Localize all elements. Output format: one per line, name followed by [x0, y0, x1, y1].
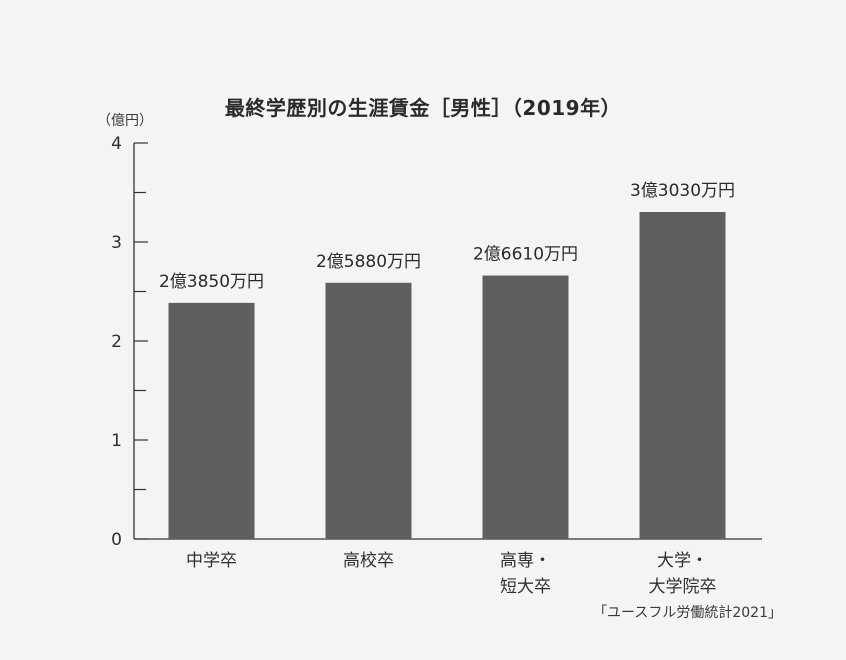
x-category-label: 大学院卒	[649, 577, 717, 597]
x-category-label: 高校卒	[343, 551, 394, 571]
y-tick-label: 3	[111, 233, 122, 253]
bar	[325, 282, 412, 539]
y-tick-label: 0	[111, 530, 122, 550]
source-citation: 「ユースフル労働統計2021」	[593, 605, 782, 621]
bar-data-label: 2億3850万円	[159, 272, 264, 292]
x-category-label: 高専・	[500, 551, 551, 571]
x-category-label: 短大卒	[500, 577, 551, 597]
y-tick-label: 2	[111, 332, 122, 352]
x-category-label: 大学・	[657, 551, 708, 571]
bar	[482, 275, 569, 539]
y-tick-label: 1	[111, 431, 122, 451]
bar	[168, 302, 255, 539]
bar-data-label: 2億6610万円	[473, 245, 578, 265]
bar-data-label: 3億3030万円	[630, 181, 735, 201]
chart-title: 最終学歴別の生涯賃金［男性］（2019年）	[224, 96, 622, 120]
y-tick-label: 4	[111, 134, 122, 154]
bar-data-label: 2億5880万円	[316, 252, 421, 272]
y-axis-unit-label: （億円）	[97, 113, 153, 129]
x-category-label: 中学卒	[186, 551, 237, 571]
bar	[639, 212, 726, 540]
